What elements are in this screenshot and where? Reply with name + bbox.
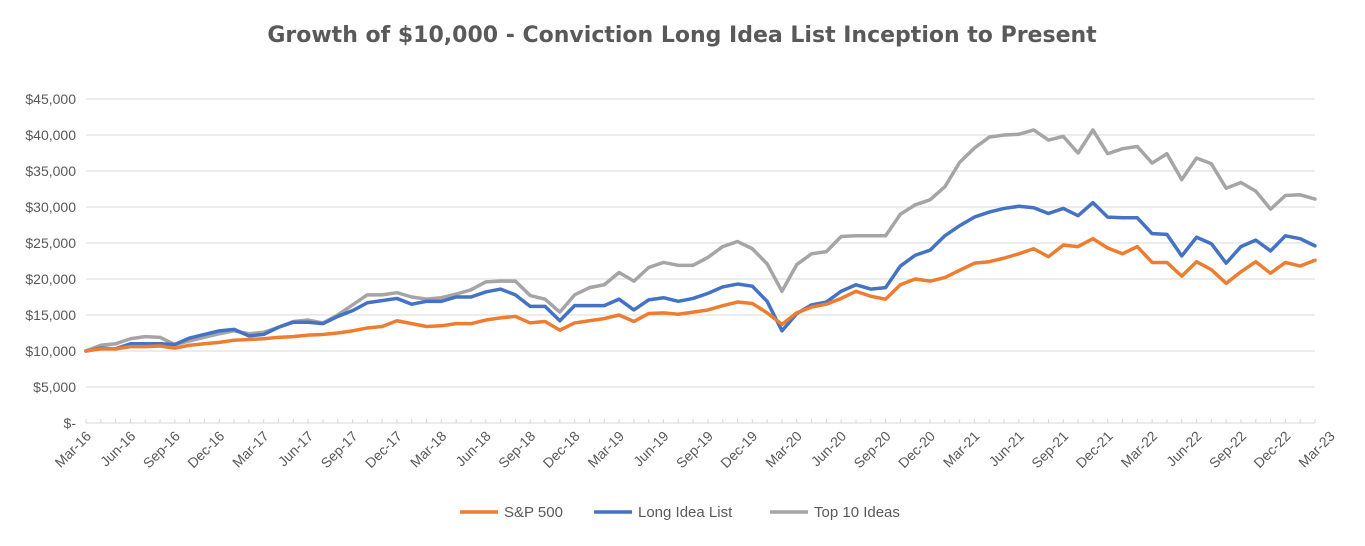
x-tick-label: Mar-19 xyxy=(585,428,628,471)
x-tick-label: Dec-17 xyxy=(362,428,405,471)
legend-label: Long Idea List xyxy=(638,504,733,521)
y-tick-label: $35,000 xyxy=(25,163,76,179)
y-tick-label: $15,000 xyxy=(25,307,76,323)
y-tick-label: $- xyxy=(64,415,77,431)
x-tick-label: Sep-16 xyxy=(140,428,183,471)
legend-item-s-p-500: S&P 500 xyxy=(460,504,563,521)
series-line-top-10-ideas xyxy=(84,128,1317,353)
legend-label: Top 10 Ideas xyxy=(814,504,900,521)
legend-item-long-idea-list: Long Idea List xyxy=(594,504,733,521)
y-axis: $- $5,000 $10,000 $15,000 $20,000 $25,000 $30,… xyxy=(25,91,76,431)
x-tick-label: Mar-17 xyxy=(229,428,272,471)
y-tick-label: $20,000 xyxy=(25,271,76,287)
y-tick-label: $5,000 xyxy=(33,379,76,395)
x-tick-label: Sep-18 xyxy=(495,428,538,471)
y-tick-label: $45,000 xyxy=(25,91,76,107)
x-tick-label: Jun-20 xyxy=(808,428,850,470)
series-lines xyxy=(84,128,1317,353)
x-tick-label: Mar-18 xyxy=(407,428,450,471)
gridlines xyxy=(86,98,1315,388)
legend: S&P 500 Long Idea List Top 10 Ideas xyxy=(460,504,900,521)
x-tick-label: Mar-22 xyxy=(1118,428,1161,471)
x-tick-label: Mar-16 xyxy=(51,428,94,471)
x-tick-label: Mar-23 xyxy=(1295,428,1338,471)
x-tick-label: Sep-17 xyxy=(317,428,360,471)
x-tick-label: Jun-17 xyxy=(275,428,317,470)
x-tick-label: Sep-21 xyxy=(1028,428,1071,471)
x-tick-label: Dec-22 xyxy=(1250,428,1293,471)
x-tick-label: Jun-19 xyxy=(630,428,672,470)
series-line-s-p-500 xyxy=(84,236,1317,353)
x-axis: Mar-16 Jun-16 Sep-16 Dec-16 Mar-17 Jun-17 Sep-… xyxy=(51,419,1338,471)
x-tick-label: Dec-20 xyxy=(895,428,938,471)
x-tick-label: Dec-18 xyxy=(540,428,583,471)
x-tick-label: Jun-22 xyxy=(1163,428,1205,470)
legend-label: S&P 500 xyxy=(504,504,563,521)
x-tick-label: Dec-19 xyxy=(717,428,760,471)
y-tick-label: $40,000 xyxy=(25,127,76,143)
x-tick-label: Jun-21 xyxy=(985,428,1027,470)
x-tick-label: Mar-21 xyxy=(940,428,983,471)
y-tick-label: $30,000 xyxy=(25,199,76,215)
y-tick-label: $25,000 xyxy=(25,235,76,251)
x-tick-label: Jun-18 xyxy=(452,428,494,470)
x-tick-label: Sep-22 xyxy=(1206,428,1249,471)
x-tick-label: Dec-21 xyxy=(1073,428,1116,471)
y-tick-label: $10,000 xyxy=(25,343,76,359)
x-tick-label: Dec-16 xyxy=(184,428,227,471)
x-tick-label: Sep-19 xyxy=(673,428,716,471)
legend-item-top-10-ideas: Top 10 Ideas xyxy=(770,504,900,521)
x-tick-label: Mar-20 xyxy=(762,428,805,471)
chart-title: Growth of $10,000 - Conviction Long Idea… xyxy=(267,23,1097,48)
series-line-long-idea-list xyxy=(84,200,1317,353)
x-tick-label: Jun-16 xyxy=(97,428,139,470)
x-tick-label: Sep-20 xyxy=(850,428,893,471)
